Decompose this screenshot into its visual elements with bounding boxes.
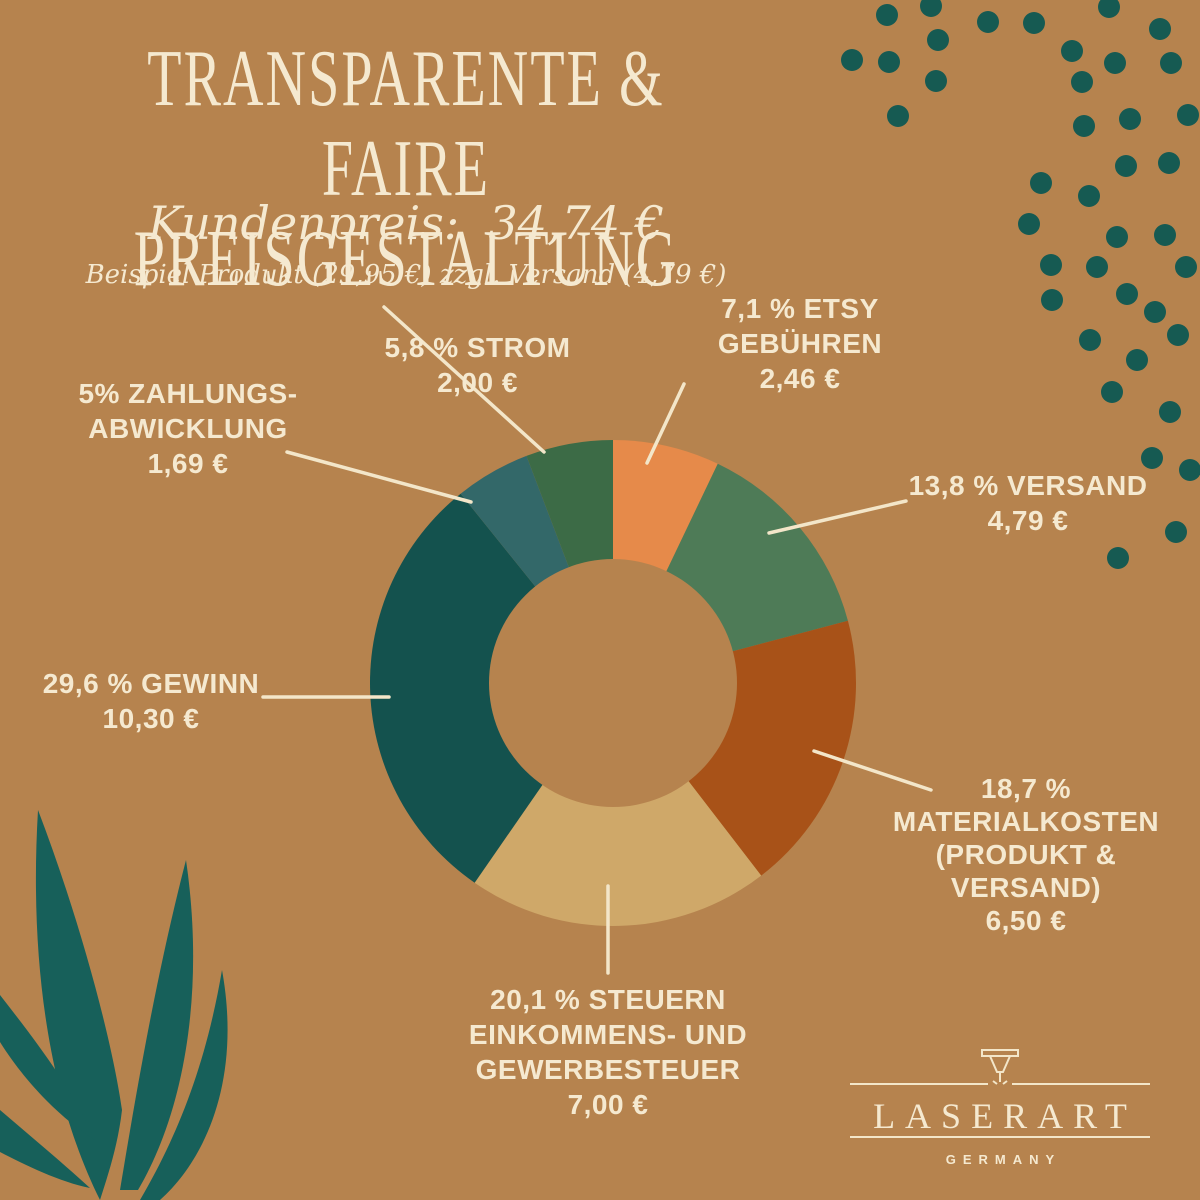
dot (1141, 447, 1163, 469)
dot (1167, 324, 1189, 346)
dot (841, 49, 863, 71)
leaf-decoration-icon (0, 810, 228, 1200)
dot (1040, 254, 1062, 276)
dot (1144, 301, 1166, 323)
dot (1030, 172, 1052, 194)
customer-price-line: Kundenpreis: 34,74 € (147, 196, 665, 250)
brand-name: LASERART (873, 1096, 1137, 1136)
leader-lines (261, 305, 933, 975)
example-price-line: Beispiel Produkt (29,95 €) zzgl. Versand… (85, 260, 727, 290)
donut-hole (489, 559, 737, 807)
dot (1159, 401, 1181, 423)
dot (925, 70, 947, 92)
callout-gewinn: 29,6 % GEWINN 10,30 € (42, 668, 260, 734)
laser-cutter-icon (850, 1049, 1150, 1138)
callout-zahlungsabwicklung: 5% ZAHLUNGS- ABWICKLUNG 1,69 € (78, 378, 298, 479)
dot (876, 4, 898, 26)
dot (1101, 381, 1123, 403)
brand-logo: LASERART GERMANY (850, 1040, 1150, 1180)
dot (927, 29, 949, 51)
dot (1104, 52, 1126, 74)
dot (1041, 289, 1063, 311)
dot (1061, 40, 1083, 62)
leader-line (812, 749, 933, 792)
callout-etsy-fees: 7,1 % ETSY GEBÜHREN 2,46 € (717, 293, 883, 394)
page-title: TRANSPARENTE & FAIRE PREISGESTALTUNG (133, 35, 679, 303)
dot (1177, 104, 1199, 126)
leader-line (645, 382, 686, 465)
leader-line (382, 305, 546, 454)
dot (1106, 226, 1128, 248)
dot (1165, 521, 1187, 543)
dot (1116, 283, 1138, 305)
dot (977, 11, 999, 33)
dot (1175, 256, 1197, 278)
leader-line (767, 499, 908, 535)
dot (887, 105, 909, 127)
dot (1079, 329, 1101, 351)
dot (1107, 547, 1129, 569)
dot (1073, 115, 1095, 137)
donut-chart (370, 440, 857, 927)
dot (1160, 52, 1182, 74)
dot (1115, 155, 1137, 177)
dot (1154, 224, 1176, 246)
callout-materialkosten: 18,7 % MATERIALKOSTEN (PRODUKT & VERSAND… (892, 773, 1160, 936)
dot (1098, 0, 1120, 18)
callout-strom: 5,8 % STROM 2,00 € (384, 332, 571, 398)
dot (1179, 459, 1200, 481)
decorative-dots (841, 0, 1200, 569)
leader-line (285, 450, 473, 504)
dot (1126, 349, 1148, 371)
dot (1018, 213, 1040, 235)
callout-versand: 13,8 % VERSAND 4,79 € (908, 470, 1148, 536)
brand-country: GERMANY (945, 1152, 1062, 1167)
dot (1078, 185, 1100, 207)
dot (1158, 152, 1180, 174)
dot (920, 0, 942, 17)
dot (1023, 12, 1045, 34)
callout-steuern: 20,1 % STEUERN EINKOMMENS- UND GEWERBEST… (468, 984, 748, 1120)
dot (1119, 108, 1141, 130)
dot (878, 51, 900, 73)
dot (1149, 18, 1171, 40)
dot (1086, 256, 1108, 278)
dot (1071, 71, 1093, 93)
